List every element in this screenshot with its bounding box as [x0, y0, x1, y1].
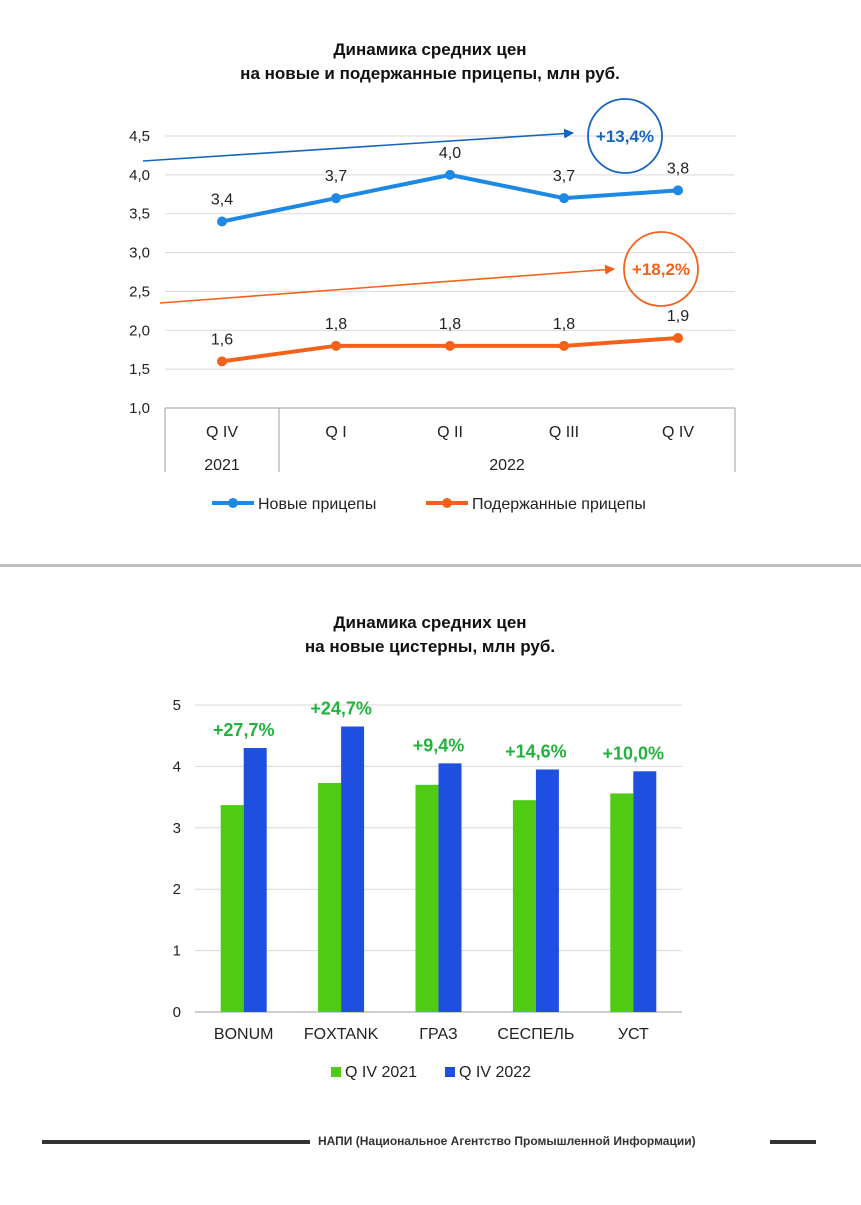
change-label: +9,4% — [413, 735, 465, 755]
series-point — [217, 216, 227, 227]
legend-new-marker — [228, 498, 238, 508]
x-year-label: 2021 — [204, 457, 240, 474]
legend-2021-swatch — [331, 1067, 341, 1077]
chart1-trend-arrows: +13,4% +18,2% — [142, 98, 699, 307]
y-tick-label: 1 — [173, 943, 181, 960]
change-label: +14,6% — [505, 741, 567, 761]
x-category-label: Q II — [437, 424, 463, 441]
change-label: +27,7% — [213, 720, 275, 740]
series-point — [331, 340, 341, 351]
data-label: 3,7 — [553, 168, 575, 185]
chart1-title-line1: Динамика средних цен — [333, 40, 526, 59]
y-tick-label: 3,5 — [129, 206, 150, 223]
change-label: +10,0% — [603, 743, 665, 763]
series-point — [331, 193, 341, 204]
bar — [341, 726, 365, 1012]
legend-2022-label: Q IV 2022 — [459, 1064, 531, 1081]
x-category-label: BONUM — [214, 1026, 274, 1043]
legend-used-label: Подержанные прицепы — [472, 496, 646, 513]
footer-text: НАПИ (Национальное Агентство Промышленно… — [318, 1134, 696, 1148]
y-tick-label: 2,0 — [129, 322, 150, 339]
new-trend-arrow — [142, 128, 574, 162]
chart2-legend: Q IV 2021 Q IV 2022 — [331, 1064, 531, 1081]
series-point — [673, 185, 683, 196]
y-tick-label: 2 — [173, 881, 181, 898]
y-tick-label: 5 — [173, 697, 181, 714]
chart1-title-line2: на новые и подержанные прицепы, млн руб. — [240, 64, 620, 83]
new-change-circle — [587, 98, 663, 174]
chart2-x-axis: BONUM FOXTANK ГРАЗ СЕСПЕЛЬ УСТ — [214, 1026, 649, 1043]
x-category-label: Q III — [549, 424, 579, 441]
chart2-title-line2: на новые цистерны, млн руб. — [305, 637, 555, 656]
legend-2022-swatch — [445, 1067, 455, 1077]
x-category-label: FOXTANK — [304, 1026, 379, 1043]
tank-price-bar-chart: Динамика средних цен на новые цистерны, … — [173, 613, 682, 1081]
data-label: 3,4 — [211, 191, 233, 208]
used-change-circle — [623, 231, 699, 307]
x-category-label: ГРАЗ — [419, 1026, 457, 1043]
x-category-label: СЕСПЕЛЬ — [497, 1026, 574, 1043]
chart2-title-line1: Динамика средних цен — [333, 613, 526, 632]
chart2-y-axis: 0 1 2 3 4 5 — [173, 697, 181, 1021]
data-label: 1,8 — [439, 316, 461, 333]
y-tick-label: 1,5 — [129, 361, 150, 378]
series-line — [221, 172, 679, 224]
new-change-label: +13,4% — [596, 127, 654, 146]
y-tick-label: 4,5 — [129, 128, 150, 145]
y-tick-label: 2,5 — [129, 283, 150, 300]
x-category-label: УСТ — [618, 1026, 649, 1043]
data-label: 4,0 — [439, 145, 461, 162]
y-tick-label: 4 — [173, 758, 181, 775]
data-label: 1,8 — [553, 316, 575, 333]
series-point — [445, 340, 455, 351]
data-label: 1,9 — [667, 308, 689, 325]
bar — [610, 793, 634, 1012]
x-category-label: Q I — [325, 424, 346, 441]
y-tick-label: 1,0 — [129, 400, 150, 417]
section-divider — [0, 564, 861, 567]
chart2-bars: +27,7% +24,7% +9,4% +14,6% +10,0% — [213, 698, 664, 1012]
data-label: 1,6 — [211, 331, 233, 348]
bar — [512, 800, 536, 1012]
used-change-label: +18,2% — [632, 260, 690, 279]
legend-2021-label: Q IV 2021 — [345, 1064, 417, 1081]
trailer-price-line-chart: Динамика средних цен на новые и подержан… — [129, 40, 736, 513]
series-point — [673, 333, 683, 344]
footer-rule-right — [770, 1140, 816, 1144]
footer-rule-left — [42, 1140, 310, 1144]
series-point — [217, 356, 227, 367]
bar — [220, 805, 244, 1012]
x-category-label: Q IV — [662, 424, 694, 441]
bar — [438, 763, 462, 1012]
bar — [318, 782, 342, 1012]
chart1-series: 3,4 3,7 4,0 3,7 3,8 1,6 1,8 1,8 1,8 1,9 — [211, 145, 689, 367]
bar — [243, 747, 267, 1012]
bar — [415, 784, 439, 1012]
series-point — [559, 340, 569, 351]
data-label: 3,7 — [325, 168, 347, 185]
used-trend-arrow — [159, 264, 615, 304]
chart1-x-axis-table: Q IV Q I Q II Q III Q IV 2021 2022 — [164, 408, 736, 474]
footer: НАПИ (Национальное Агентство Промышленно… — [42, 1134, 816, 1148]
y-tick-label: 3 — [173, 820, 181, 837]
legend-new-label: Новые прицепы — [258, 496, 376, 513]
bar — [535, 769, 559, 1012]
y-tick-label: 3,0 — [129, 245, 150, 262]
x-year-label: 2022 — [489, 457, 525, 474]
change-label: +24,7% — [310, 698, 372, 718]
data-label: 3,8 — [667, 160, 689, 177]
x-category-label: Q IV — [206, 424, 238, 441]
data-label: 1,8 — [325, 316, 347, 333]
bar — [633, 771, 657, 1012]
legend-used-marker — [442, 498, 452, 508]
series-point — [559, 193, 569, 204]
chart1-y-axis: 1,0 1,5 2,0 2,5 3,0 3,5 4,0 4,5 — [129, 128, 150, 417]
series-point — [445, 169, 455, 180]
y-tick-label: 4,0 — [129, 167, 150, 184]
y-tick-label: 0 — [173, 1004, 181, 1021]
chart1-legend: Новые прицепы Подержанные прицепы — [212, 496, 646, 513]
